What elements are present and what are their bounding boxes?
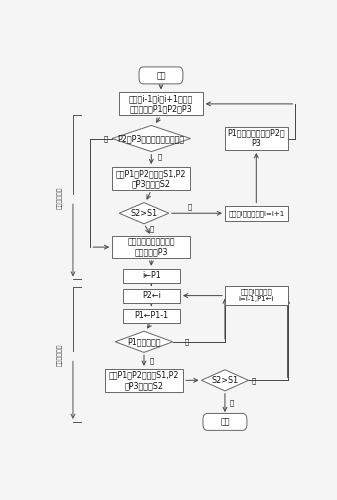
FancyBboxPatch shape [139, 67, 183, 84]
Text: 否: 否 [157, 154, 162, 160]
Text: P1保持不变，更新P2、
P3: P1保持不变，更新P2、 P3 [227, 129, 285, 148]
Text: P2←i: P2←i [142, 291, 161, 300]
Text: 是: 是 [230, 400, 235, 406]
FancyBboxPatch shape [123, 288, 180, 302]
Text: 否: 否 [149, 357, 153, 364]
Text: S2>S1: S2>S1 [130, 208, 157, 218]
Polygon shape [119, 202, 169, 224]
Text: 记之后第一个未被删除
的抛物线为P3: 记之后第一个未被删除 的抛物线为P3 [127, 238, 175, 257]
FancyBboxPatch shape [119, 92, 203, 116]
Text: 删除第i个抛物线
i=i-1,P1←i: 删除第i个抛物线 i=i-1,P1←i [239, 289, 274, 302]
FancyBboxPatch shape [112, 167, 190, 190]
FancyBboxPatch shape [123, 268, 180, 282]
Text: 是: 是 [185, 338, 189, 345]
Text: 开始: 开始 [156, 71, 166, 80]
Polygon shape [115, 331, 173, 352]
Polygon shape [202, 370, 248, 391]
Polygon shape [112, 126, 190, 152]
Text: 计算P1和P2的交点S1,P2
和P3的交点S2: 计算P1和P2的交点S1,P2 和P3的交点S2 [109, 370, 179, 390]
FancyBboxPatch shape [112, 236, 190, 258]
Text: P2、P3任意一个已被删除？: P2、P3任意一个已被删除？ [118, 134, 185, 143]
Text: i←P1: i←P1 [142, 271, 161, 280]
Text: S2>S1: S2>S1 [211, 376, 239, 385]
Text: 否: 否 [188, 204, 192, 210]
Text: P1←P1-1: P1←P1-1 [134, 311, 168, 320]
Text: 一趟光栅扫描: 一趟光栅扫描 [57, 344, 63, 366]
Text: 读入第i-1、i和i+1个抛物
线分别记为P1、P2、P3: 读入第i-1、i和i+1个抛物 线分别记为P1、P2、P3 [129, 94, 193, 114]
FancyBboxPatch shape [105, 369, 183, 392]
FancyBboxPatch shape [203, 414, 247, 430]
Text: 结束: 结束 [220, 418, 230, 426]
FancyBboxPatch shape [225, 127, 288, 150]
Text: 一趟扫描计算: 一趟扫描计算 [57, 186, 63, 208]
Text: P1已被删除？: P1已被删除？ [127, 338, 161, 346]
Text: 是: 是 [103, 135, 108, 142]
FancyBboxPatch shape [225, 206, 288, 221]
FancyBboxPatch shape [225, 286, 288, 305]
FancyBboxPatch shape [123, 308, 180, 322]
Text: 计算P1和P2的交点S1,P2
和P3的交点S2: 计算P1和P2的交点S1,P2 和P3的交点S2 [116, 169, 187, 188]
Text: 是: 是 [149, 226, 153, 232]
Text: 删除第i个抛物线，i=i+1: 删除第i个抛物线，i=i+1 [228, 210, 284, 216]
Text: 否: 否 [251, 377, 256, 384]
